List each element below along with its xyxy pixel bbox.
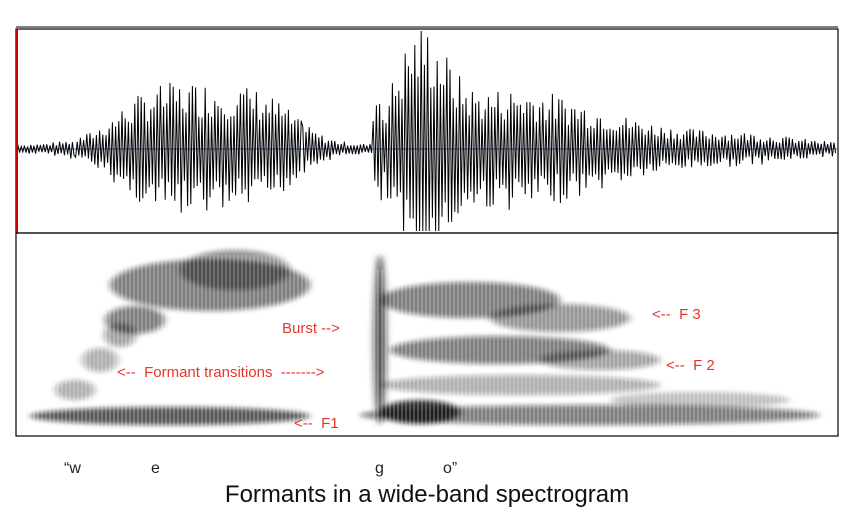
- spectrogram-bands: [30, 250, 820, 425]
- waveform-trace: [15, 30, 837, 232]
- spectrogram-frame: [15, 232, 839, 437]
- formant-transitions-label: <-- Formant transitions ------->: [117, 364, 325, 381]
- figure-caption: Formants in a wide-band spectrogram: [224, 481, 630, 508]
- waveform-panel: [15, 28, 839, 234]
- segment-o: o”: [443, 460, 458, 477]
- spectrogram-striations: [29, 255, 827, 434]
- burst-label: Burst -->: [282, 320, 340, 337]
- f2-label: <-- F 2: [666, 357, 715, 374]
- segment-w: “w: [64, 460, 81, 477]
- segment-g: g: [375, 460, 384, 477]
- segment-e: e: [151, 460, 160, 477]
- f1-label: <-- F1: [294, 415, 339, 432]
- spectrogram-panel: [15, 232, 839, 437]
- f3-label: <-- F 3: [652, 306, 701, 323]
